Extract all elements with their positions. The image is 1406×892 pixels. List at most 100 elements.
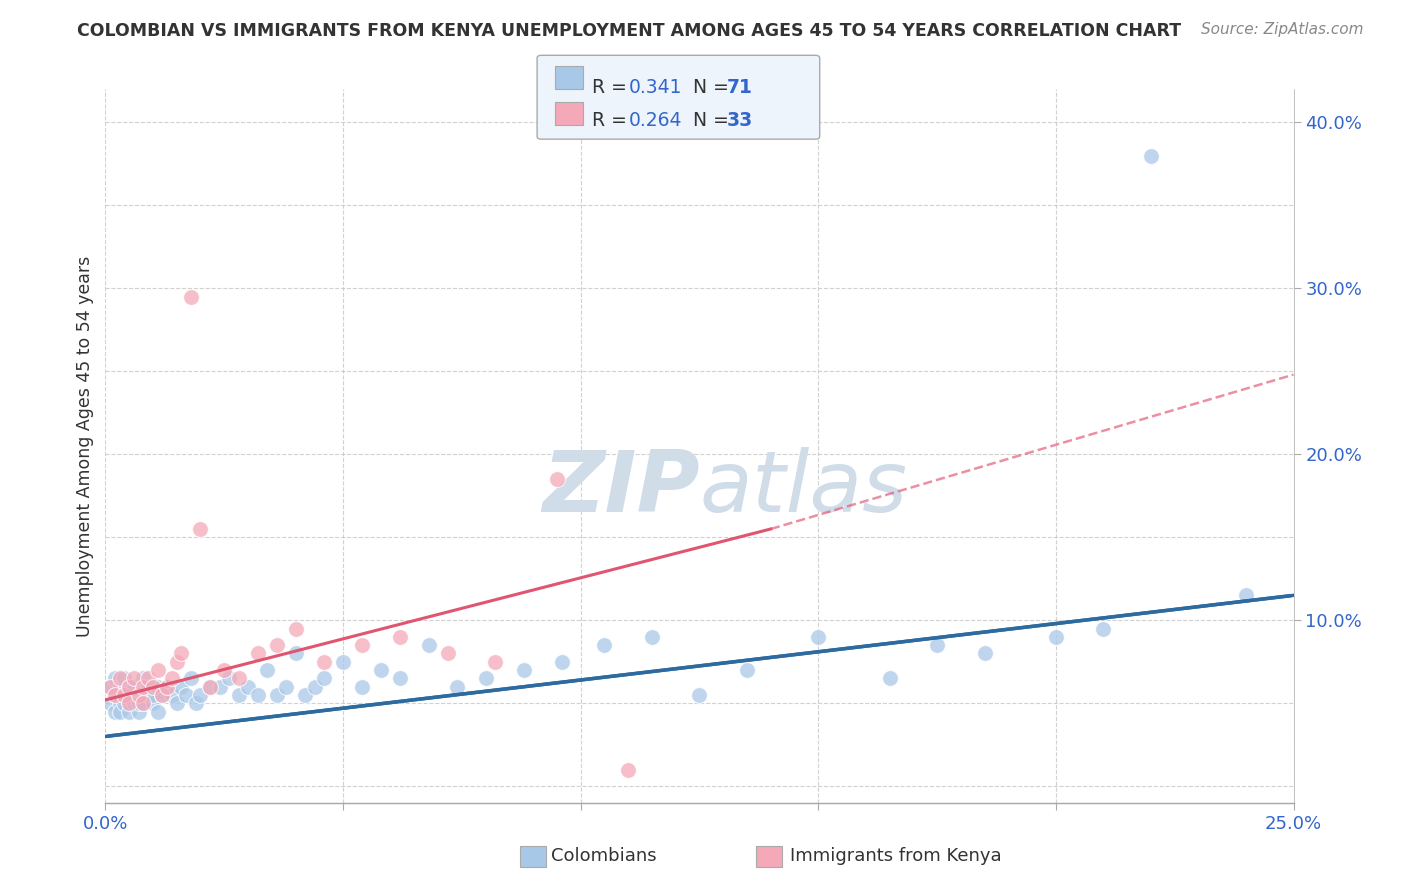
Point [190,688,212,702]
Point [114,688,136,702]
Point [160,688,183,702]
Point [114,696,136,710]
Point [973,647,995,661]
Point [484,655,506,669]
Point [332,655,354,669]
Point [104,705,127,719]
Point [108,705,131,719]
Point [136,688,159,702]
Point [146,680,169,694]
Point [807,630,830,644]
Point [136,671,159,685]
Text: Source: ZipAtlas.com: Source: ZipAtlas.com [1201,22,1364,37]
Point [128,705,150,719]
Point [142,680,165,694]
Point [180,671,202,685]
Point [474,671,496,685]
Point [174,688,197,702]
Point [198,680,221,694]
Point [118,696,141,710]
Text: R =: R = [592,112,633,130]
Point [617,763,640,777]
Point [142,688,165,702]
Point [156,680,179,694]
Point [546,472,568,486]
Point [446,680,468,694]
Point [118,696,141,710]
Text: atlas: atlas [700,447,907,531]
Point [246,688,269,702]
Point [152,688,174,702]
Point [166,696,188,710]
Point [128,696,150,710]
Point [512,663,534,677]
Point [104,688,127,702]
Point [132,671,155,685]
Point [170,647,193,661]
Point [108,680,131,694]
Point [266,688,288,702]
Text: 0.264: 0.264 [628,112,682,130]
Text: Immigrants from Kenya: Immigrants from Kenya [790,847,1002,865]
Point [104,688,127,702]
Point [132,680,155,694]
Point [689,688,711,702]
Point [166,655,188,669]
Point [284,647,307,661]
Point [1140,148,1163,162]
Point [118,705,141,719]
Point [122,680,145,694]
Point [136,680,159,694]
Point [160,671,183,685]
Point [190,522,212,536]
Point [228,688,250,702]
Point [104,671,127,685]
Text: 0.341: 0.341 [628,78,682,96]
Point [228,671,250,685]
Text: 71: 71 [727,78,752,96]
Point [122,688,145,702]
Point [266,638,288,652]
Point [118,680,141,694]
Point [246,647,269,661]
Point [352,638,374,652]
Point [146,705,169,719]
Point [1234,588,1257,602]
Text: ZIP: ZIP [541,447,700,531]
Text: N =: N = [681,78,734,96]
Point [370,663,392,677]
Point [98,680,121,694]
Point [256,663,278,677]
Point [214,663,236,677]
Point [352,680,374,694]
Point [236,680,259,694]
Point [389,630,412,644]
Point [180,290,202,304]
Point [735,663,758,677]
Point [128,688,150,702]
Point [284,622,307,636]
Point [436,647,458,661]
Point [170,680,193,694]
Point [1045,630,1067,644]
Point [146,663,169,677]
Point [304,680,326,694]
Text: 33: 33 [727,112,754,130]
Point [152,688,174,702]
Point [184,696,207,710]
Point [925,638,948,652]
Point [128,688,150,702]
Point [274,680,297,694]
Point [108,696,131,710]
Point [98,680,121,694]
Point [312,655,335,669]
Point [218,671,240,685]
Point [142,696,165,710]
Point [550,655,572,669]
Point [641,630,664,644]
Point [418,638,440,652]
Point [122,696,145,710]
Point [98,696,121,710]
Point [312,671,335,685]
Point [593,638,616,652]
